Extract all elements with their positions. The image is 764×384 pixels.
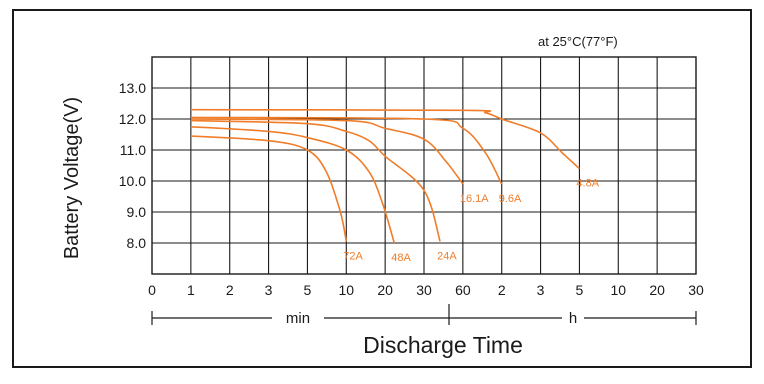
y-tick-label: 13.0: [119, 80, 146, 96]
y-tick-label: 10.0: [119, 173, 146, 189]
x-axis-ticks: 0 1 2 3 5 10 20 30 60 2 3 5 10 20 30: [148, 282, 704, 298]
x-tick-label: 30: [688, 282, 704, 298]
x-tick-label: 20: [649, 282, 665, 298]
x-tick-label: 2: [226, 282, 234, 298]
x-tick-label: 0: [148, 282, 156, 298]
y-tick-label: 8.0: [127, 235, 147, 251]
curve-16-1A: [190, 118, 464, 185]
x-tick-label: 2: [498, 282, 506, 298]
y-tick-label: 12.0: [119, 111, 146, 127]
curve-label: 9.6A: [499, 193, 522, 205]
y-axis-label: Battery Voltage(V): [61, 97, 83, 259]
curve-24A: [190, 119, 441, 242]
curve-label: 72A: [343, 250, 363, 262]
min-bracket: min: [151, 304, 450, 327]
x-tick-label: 60: [455, 282, 471, 298]
chart-frame: [12, 9, 752, 368]
curve-label: 48A: [391, 252, 411, 264]
curve-48A: [190, 126, 396, 244]
curve-label: 4.8A: [576, 178, 599, 190]
x-axis-label: Discharge Time: [363, 332, 523, 358]
x-tick-label: 10: [338, 282, 354, 298]
y-tick-label: 9.0: [127, 204, 147, 220]
temperature-annotation: at 25°C(77°F): [538, 34, 618, 49]
x-tick-label: 5: [576, 282, 584, 298]
curve-label: 16.1A: [460, 193, 489, 205]
curve-labels: 72A 48A 24A 16.1A 9.6A 4.8A: [343, 178, 599, 264]
x-tick-label: 30: [416, 282, 432, 298]
y-tick-label: 11.0: [120, 142, 146, 158]
x-tick-label: 3: [537, 282, 545, 298]
h-bracket: h: [449, 310, 697, 327]
y-axis-ticks: 13.0 12.0 11.0 10.0 9.0 8.0: [119, 80, 146, 251]
x-tick-label: 5: [304, 282, 312, 298]
curve-label: 24A: [437, 250, 457, 262]
x-tick-label: 20: [377, 282, 393, 298]
curve-9-6A: [190, 116, 503, 185]
unit-min: min: [286, 310, 310, 327]
discharge-curves: [190, 108, 580, 244]
x-tick-label: 10: [610, 282, 626, 298]
unit-h: h: [569, 310, 577, 327]
x-tick-label: 3: [265, 282, 273, 298]
curve-4-8A: [190, 108, 580, 170]
x-tick-label: 1: [187, 282, 195, 298]
curve-72A: [190, 135, 348, 242]
